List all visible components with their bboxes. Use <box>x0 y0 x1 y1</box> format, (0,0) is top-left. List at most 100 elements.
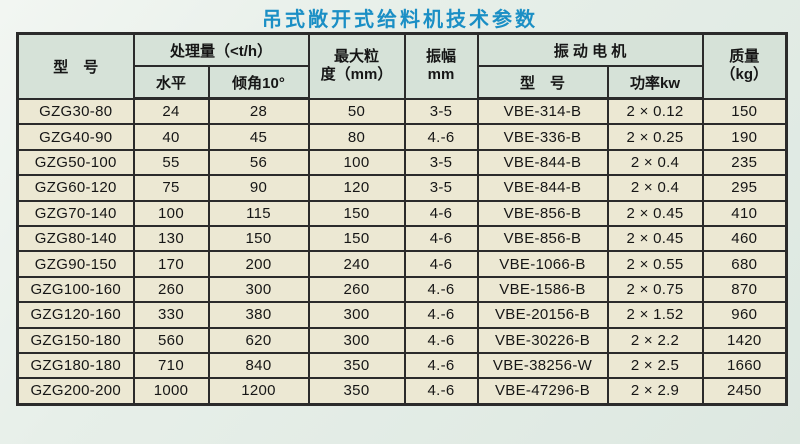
motor-model-cell: VBE-47296-B <box>476 377 609 406</box>
capacity-incline-cell: 56 <box>207 148 310 177</box>
model-cell: GZG80-140 <box>16 224 135 253</box>
header-mass-line1: 质量 <box>729 48 760 66</box>
mass-cell: 960 <box>701 301 788 329</box>
max-size-cell: 350 <box>307 351 406 380</box>
header-amplitude: 振幅 mm <box>403 32 479 100</box>
mass-cell: 150 <box>701 97 788 126</box>
motor-model-cell: VBE-856-B <box>476 224 609 253</box>
capacity-incline-cell: 1200 <box>207 377 310 406</box>
table-row: GZG40-90 40 45 80 4.-6 VBE-336-B 2 × 0.25 190 <box>16 123 788 151</box>
amplitude-cell: 4.-6 <box>403 275 479 304</box>
header-amplitude-line2: mm <box>427 66 455 84</box>
motor-power-cell: 2 × 0.4 <box>606 148 704 177</box>
header-model: 型 号 <box>16 32 135 100</box>
header-row-2: 水平 倾角10° 型 号 功率kw <box>18 65 787 100</box>
motor-power-cell: 2 × 2.9 <box>606 377 704 406</box>
capacity-horizontal-cell: 40 <box>132 123 210 151</box>
model-cell: GZG100-160 <box>16 275 135 304</box>
amplitude-cell: 4-6 <box>403 250 479 278</box>
capacity-horizontal-cell: 710 <box>132 351 210 380</box>
table-row: GZG80-140 130 150 150 4-6 VBE-856-B 2 × 0.45 46… <box>16 224 788 253</box>
mass-cell: 1660 <box>701 351 788 380</box>
header-amplitude-line1: 振幅 <box>425 48 456 66</box>
model-cell: GZG30-80 <box>16 97 135 126</box>
capacity-incline-cell: 380 <box>207 301 310 329</box>
mass-cell: 870 <box>701 275 788 304</box>
capacity-incline-cell: 90 <box>207 174 310 202</box>
amplitude-cell: 3-5 <box>403 174 479 202</box>
table-row: GZG50-100 55 56 100 3-5 VBE-844-B 2 × 0.4 235 <box>16 148 788 177</box>
spec-table: 型 号 处理量（<t/h） 最大粒 度（mm） 振幅 mm 振 动 电 机 质量… <box>16 32 789 406</box>
max-size-cell: 300 <box>307 326 406 354</box>
max-size-cell: 50 <box>307 97 406 126</box>
capacity-incline-cell: 840 <box>207 351 310 380</box>
model-cell: GZG200-200 <box>16 377 135 406</box>
capacity-incline-cell: 200 <box>207 250 310 278</box>
table-row: GZG100-160 260 300 260 4.-6 VBE-1586-B 2 × 0.7… <box>16 275 788 304</box>
capacity-horizontal-cell: 560 <box>132 326 210 354</box>
header-capacity-group: 处理量（<t/h） <box>132 32 310 67</box>
max-size-cell: 350 <box>307 377 406 406</box>
amplitude-cell: 4.-6 <box>403 351 479 380</box>
page-title: 吊式敞开式给料机技术参数 <box>262 9 538 31</box>
capacity-incline-cell: 28 <box>207 97 310 126</box>
mass-cell: 295 <box>701 174 788 202</box>
capacity-horizontal-cell: 260 <box>132 275 210 304</box>
motor-model-cell: VBE-38256-W <box>476 351 609 380</box>
header-motor-model: 型 号 <box>476 65 609 100</box>
amplitude-cell: 4.-6 <box>403 377 479 406</box>
capacity-incline-cell: 45 <box>207 123 310 151</box>
header-max-size-line2: 度（mm） <box>320 66 393 84</box>
table-row: GZG150-180 560 620 300 4.-6 VBE-30226-B 2 × 2.… <box>16 326 788 354</box>
model-cell: GZG50-100 <box>16 148 135 177</box>
table-row: GZG90-150 170 200 240 4-6 VBE-1066-B 2 × 0.55 6… <box>16 250 788 278</box>
table-body: GZG30-80 24 28 50 3-5 VBE-314-B 2 × 0.12 150 GZG… <box>16 97 788 406</box>
capacity-incline-cell: 620 <box>207 326 310 354</box>
capacity-horizontal-cell: 24 <box>132 97 210 126</box>
header-capacity-horizontal: 水平 <box>132 65 210 100</box>
table-row: GZG70-140 100 115 150 4-6 VBE-856-B 2 × 0.45 41… <box>16 199 788 227</box>
table-row: GZG200-200 1000 1200 350 4.-6 VBE-47296-B 2 × … <box>16 377 788 406</box>
capacity-horizontal-cell: 130 <box>132 224 210 253</box>
amplitude-cell: 4.-6 <box>403 123 479 151</box>
table-header: 型 号 处理量（<t/h） 最大粒 度（mm） 振幅 mm 振 动 电 机 质量… <box>16 32 788 100</box>
mass-cell: 680 <box>701 250 788 278</box>
motor-model-cell: VBE-856-B <box>476 199 609 227</box>
motor-power-cell: 2 × 1.52 <box>606 301 704 329</box>
amplitude-cell: 3-5 <box>403 97 479 126</box>
header-motor-power: 功率kw <box>606 65 704 100</box>
mass-cell: 1420 <box>701 326 788 354</box>
capacity-horizontal-cell: 330 <box>132 301 210 329</box>
model-cell: GZG150-180 <box>16 326 135 354</box>
mass-cell: 235 <box>701 148 788 177</box>
header-motor-group: 振 动 电 机 <box>476 32 704 67</box>
header-mass: 质量 （kg） <box>701 32 788 100</box>
motor-model-cell: VBE-844-B <box>476 148 609 177</box>
motor-power-cell: 2 × 0.25 <box>606 123 704 151</box>
model-cell: GZG120-160 <box>16 301 135 329</box>
motor-model-cell: VBE-20156-B <box>476 301 609 329</box>
max-size-cell: 150 <box>307 224 406 253</box>
mass-cell: 2450 <box>701 377 788 406</box>
amplitude-cell: 4.-6 <box>403 301 479 329</box>
model-cell: GZG90-150 <box>16 250 135 278</box>
motor-model-cell: VBE-30226-B <box>476 326 609 354</box>
amplitude-cell: 4.-6 <box>403 326 479 354</box>
amplitude-cell: 3-5 <box>403 148 479 177</box>
capacity-horizontal-cell: 1000 <box>132 377 210 406</box>
max-size-cell: 100 <box>307 148 406 177</box>
motor-model-cell: VBE-844-B <box>476 174 609 202</box>
motor-model-cell: VBE-314-B <box>476 97 609 126</box>
header-row-1: 型 号 处理量（<t/h） 最大粒 度（mm） 振幅 mm 振 动 电 机 质量… <box>16 32 788 100</box>
mass-cell: 190 <box>701 123 788 151</box>
capacity-incline-cell: 150 <box>207 224 310 253</box>
motor-power-cell: 2 × 0.4 <box>606 174 704 202</box>
capacity-horizontal-cell: 75 <box>132 174 210 202</box>
max-size-cell: 80 <box>307 123 406 151</box>
header-max-size: 最大粒 度（mm） <box>307 32 406 100</box>
motor-model-cell: VBE-1586-B <box>476 275 609 304</box>
model-cell: GZG70-140 <box>16 199 135 227</box>
motor-power-cell: 2 × 2.2 <box>606 326 704 354</box>
max-size-cell: 150 <box>307 199 406 227</box>
table-row: GZG180-180 710 840 350 4.-6 VBE-38256-W 2 × 2.… <box>16 351 788 380</box>
